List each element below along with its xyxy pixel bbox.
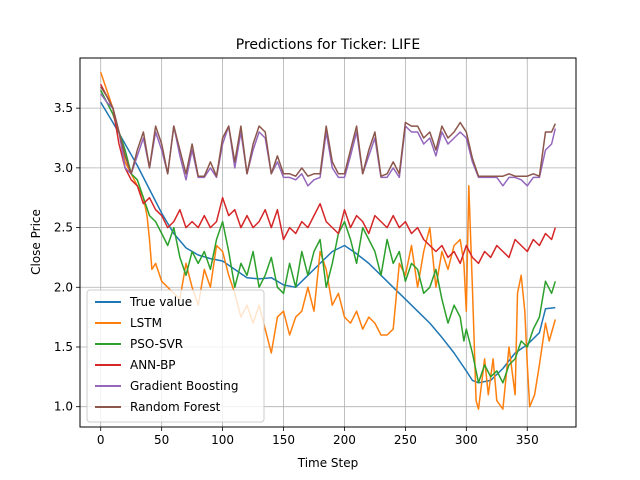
legend-label-true-value: True value [129,295,192,309]
y-tick-label: 1.5 [54,340,73,354]
series-line-pso-svr [100,89,557,384]
x-tick-label: 350 [516,433,539,447]
legend-label-random-forest: Random Forest [130,400,221,414]
x-tick-label: 50 [154,433,169,447]
plot-frame [79,57,577,428]
y-axis-label: Close Price [29,209,43,275]
legend-label-lstm: LSTM [130,316,162,330]
chart-title: Predictions for Ticker: LIFE [236,37,420,53]
series-line-true-value [100,101,556,384]
legend-label-pso-svr: PSO-SVR [130,337,183,351]
y-tick-label: 2.5 [54,221,73,235]
x-tick-label: 250 [394,433,417,447]
x-tick-label: 100 [211,433,234,447]
legend-label-ann-bp: ANN-BP [130,358,176,372]
x-axis-label: Time Step [297,456,359,470]
x-tick-label: 0 [97,433,105,447]
y-tick-label: 1.0 [54,400,73,414]
x-tick-label: 150 [272,433,295,447]
legend-box [86,289,265,423]
y-tick-label: 3.5 [54,101,73,115]
series-line-random-forest [100,86,556,177]
legend: True value LSTM PSO-SVR ANN-BP Gradient Boos… [86,289,265,423]
series-line-ann-bp [100,83,557,265]
axis-ticks: 0 50 100 150 200 250 300 350 1.0 1.5 2.0 2.5 3.0 3.5 [54,101,539,447]
x-tick-label: 200 [333,433,356,447]
legend-label-gradient-boosting: Gradient Boosting [130,379,238,393]
y-tick-label: 2.0 [54,280,73,294]
x-tick-label: 300 [455,433,478,447]
y-tick-label: 3.0 [54,161,73,175]
